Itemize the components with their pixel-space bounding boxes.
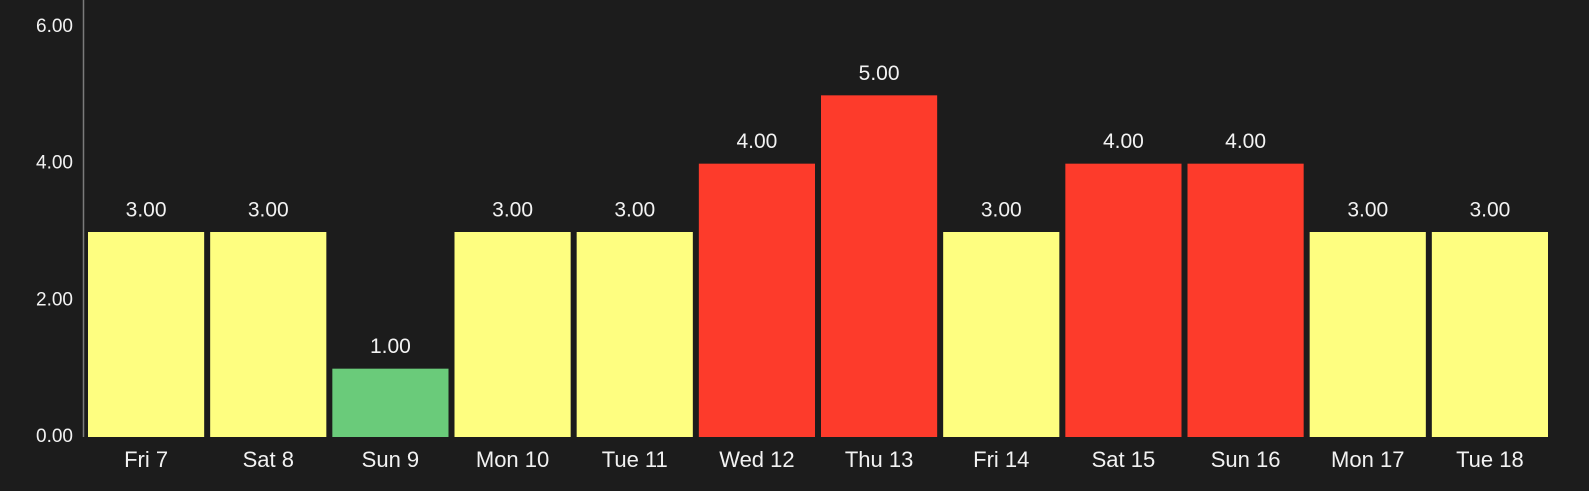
value-label: 3.00 bbox=[1347, 199, 1388, 222]
bar bbox=[332, 368, 449, 437]
x-tick-label: Sat 15 bbox=[1092, 447, 1156, 472]
value-label: 4.00 bbox=[736, 130, 777, 153]
bar bbox=[454, 232, 571, 437]
bar bbox=[1431, 232, 1548, 437]
value-label: 3.00 bbox=[492, 199, 533, 222]
x-tick-label: Fri 7 bbox=[124, 447, 168, 472]
x-tick-label: Tue 18 bbox=[1456, 447, 1524, 472]
value-label: 1.00 bbox=[370, 335, 411, 358]
bar bbox=[943, 232, 1060, 437]
value-label: 4.00 bbox=[1225, 130, 1266, 153]
x-tick-label: Fri 14 bbox=[973, 447, 1029, 472]
x-tick-label: Thu 13 bbox=[845, 447, 914, 472]
x-tick-label: Sat 8 bbox=[243, 447, 294, 472]
value-label: 3.00 bbox=[981, 199, 1022, 222]
x-tick-label: Sun 9 bbox=[362, 447, 420, 472]
bar bbox=[210, 232, 327, 437]
value-label: 5.00 bbox=[859, 62, 900, 85]
x-tick-label: Mon 10 bbox=[476, 447, 549, 472]
value-label: 3.00 bbox=[126, 199, 167, 222]
bar bbox=[1309, 232, 1426, 437]
y-tick-label: 6.00 bbox=[36, 16, 73, 37]
y-tick-label: 4.00 bbox=[36, 153, 73, 174]
x-tick-label: Tue 11 bbox=[602, 447, 668, 472]
value-label: 4.00 bbox=[1103, 130, 1144, 153]
value-label: 3.00 bbox=[614, 199, 655, 222]
bar bbox=[821, 95, 938, 437]
bar bbox=[1065, 163, 1182, 437]
bar bbox=[698, 163, 815, 437]
y-tick-label: 0.00 bbox=[36, 426, 73, 447]
bar bbox=[576, 232, 693, 437]
x-tick-label: Sun 16 bbox=[1211, 447, 1281, 472]
value-label: 3.00 bbox=[1469, 199, 1510, 222]
x-tick-label: Wed 12 bbox=[719, 447, 794, 472]
y-tick-label: 2.00 bbox=[36, 289, 73, 310]
x-tick-label: Mon 17 bbox=[1331, 447, 1404, 472]
bar bbox=[88, 232, 205, 437]
bar bbox=[1187, 163, 1304, 437]
value-label: 3.00 bbox=[248, 199, 289, 222]
